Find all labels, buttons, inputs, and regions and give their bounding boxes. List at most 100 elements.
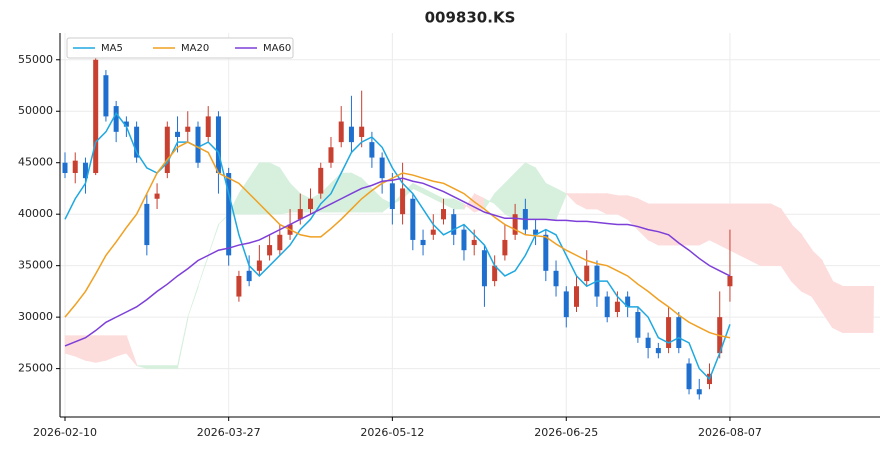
legend-box	[66, 37, 294, 59]
cloud	[85, 335, 97, 363]
candle-body	[226, 173, 232, 256]
candle-body	[512, 214, 518, 235]
candle-body	[236, 275, 242, 297]
candle-body	[635, 311, 641, 338]
cloud	[545, 182, 557, 220]
candle-body	[72, 160, 78, 174]
candle-body	[113, 106, 119, 132]
cloud	[831, 280, 844, 334]
cloud	[504, 172, 516, 220]
cloud	[862, 285, 874, 333]
x-tick-label: 2026-05-12	[360, 426, 424, 439]
candle-body	[308, 198, 314, 210]
cloud	[115, 335, 128, 357]
cloud	[453, 198, 465, 210]
candle-body	[543, 234, 549, 271]
candle-body	[277, 234, 283, 251]
cloud	[289, 182, 302, 213]
cloud	[596, 193, 608, 215]
candle-body	[696, 389, 702, 395]
cloud	[617, 195, 629, 220]
x-tick-label: 2026-08-07	[698, 426, 762, 439]
legend-label: MA5	[101, 43, 123, 54]
candle-body	[420, 239, 426, 246]
candle-body	[369, 142, 375, 158]
cloud	[432, 193, 445, 205]
candle-body	[205, 116, 211, 137]
candle-body	[256, 260, 262, 271]
candle-body	[215, 116, 221, 174]
cloud	[811, 249, 823, 313]
candle-body	[727, 275, 733, 287]
cloud	[177, 316, 189, 369]
x-tick-label: 2026-06-25	[534, 426, 598, 439]
candle-body	[93, 59, 99, 174]
candle-body	[348, 126, 354, 143]
cloud	[105, 335, 117, 361]
cloud	[606, 193, 619, 215]
candle-body	[62, 162, 68, 174]
cloud	[770, 203, 782, 266]
candle-body	[502, 239, 508, 256]
y-tick-label: 50000	[18, 104, 53, 117]
cloud	[709, 203, 721, 246]
cloud	[279, 166, 291, 215]
candle-body	[267, 245, 273, 256]
cloud	[678, 203, 690, 246]
cloud	[586, 193, 598, 210]
x-tick-label: 2026-03-27	[197, 426, 261, 439]
candle-body	[533, 229, 539, 235]
chart-title: 009830.KS	[425, 9, 516, 27]
candle-body	[195, 126, 201, 163]
candle-body	[676, 317, 682, 349]
candle-body	[123, 121, 129, 127]
cloud	[791, 223, 803, 293]
candle-body	[574, 286, 579, 307]
candle-body	[379, 157, 385, 179]
cloud	[647, 203, 660, 246]
cloud	[269, 162, 281, 215]
candle-body	[614, 301, 620, 312]
cloud	[238, 177, 250, 215]
cloud	[146, 365, 158, 369]
candle-body	[471, 239, 477, 246]
cloud	[576, 193, 588, 210]
cloud	[555, 187, 568, 220]
candle-body	[82, 162, 88, 179]
candle-body	[430, 229, 436, 235]
candle-body	[389, 183, 395, 210]
y-tick-label: 45000	[18, 156, 53, 169]
cloud	[156, 365, 169, 369]
ma-line	[64, 177, 731, 347]
candle-body	[175, 131, 181, 137]
y-tick-label: 55000	[18, 53, 53, 66]
cloud	[535, 166, 547, 220]
cloud	[443, 198, 455, 210]
candle-body	[154, 193, 160, 199]
cloud	[637, 198, 649, 241]
candle-body	[134, 126, 140, 158]
candle-body	[400, 188, 406, 215]
cloud	[688, 203, 701, 246]
cloud	[842, 285, 854, 333]
candle-body	[246, 270, 252, 282]
candle-body	[185, 126, 191, 132]
candle-body	[563, 291, 569, 318]
candle-body	[297, 209, 303, 220]
candle-body	[553, 270, 559, 287]
legend-label: MA60	[263, 43, 291, 54]
candle-body	[686, 363, 692, 390]
y-tick-label: 35000	[18, 259, 53, 272]
cloud	[750, 203, 762, 267]
candle-body	[655, 348, 661, 354]
cloud	[719, 203, 731, 251]
cloud	[330, 172, 343, 213]
y-tick-label: 25000	[18, 362, 53, 375]
candle-body	[338, 121, 344, 143]
ma-line	[64, 141, 731, 339]
cloud	[852, 285, 864, 333]
cloud	[484, 192, 496, 211]
ma-line	[64, 111, 731, 381]
candle-body	[584, 265, 590, 282]
